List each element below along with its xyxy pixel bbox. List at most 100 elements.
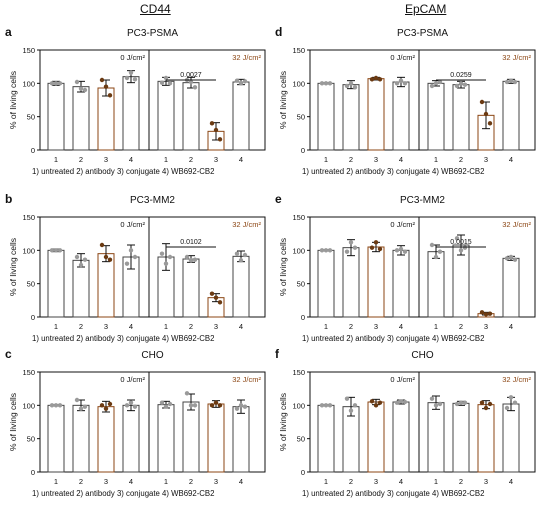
panel-b-ytick-label-3: 150: [22, 213, 35, 222]
panel-d-bracket-label: 0.0259: [450, 72, 472, 79]
panel-d-ylabel: % of living cells: [278, 71, 288, 129]
panel-f-xlabel-2: 3: [374, 477, 378, 486]
panel-a-condition-0: 0 J/cm²: [120, 53, 145, 62]
panel-b-point-2-0: [99, 242, 105, 248]
panel-b-point-0-1: [53, 248, 59, 253]
panel-c-xlabel-4: 1: [164, 477, 168, 486]
panel-a-xlabel-4: 1: [164, 155, 168, 164]
panel-f-bar-5: [452, 402, 470, 473]
panel-d-ytick-label-3: 150: [292, 46, 305, 55]
panel-b-point-3-2: [132, 254, 138, 260]
panel-a-condition-1: 32 J/cm²: [232, 53, 261, 62]
panel-c-ytick-label-0: 0: [31, 468, 35, 477]
panel-c-point-5-0: [184, 391, 190, 396]
panel-f-point-5-0: [454, 401, 460, 407]
panel-c-xlabel-6: 3: [214, 477, 218, 486]
panel-b-point-7-0: [234, 251, 240, 256]
panel-b-xlabel-4: 1: [164, 322, 168, 331]
panel-b-point-7-2: [242, 252, 248, 258]
panel-b-xlabel-0: 1: [54, 322, 58, 331]
panel-e-xlabel-0: 1: [324, 322, 328, 331]
panel-d-point-2-1: [373, 75, 379, 81]
panel-d-point-2-2: [377, 77, 383, 82]
panel-e-point-7-2: [512, 257, 518, 262]
panel-d-bar-7: [502, 80, 520, 151]
panel-a-xlabel-1: 2: [79, 155, 83, 164]
panel-a-xlabel-2: 3: [104, 155, 108, 164]
panel-c-point-0-2: [57, 403, 63, 408]
panel-d-point-1-2: [352, 85, 358, 90]
panel-c-bar-2: [97, 406, 115, 473]
panel-b-bar-7: [232, 255, 250, 318]
panel-a-bar-1: [72, 86, 90, 151]
panel-d-point-2-0: [369, 77, 375, 82]
panel-b-point-6-0: [209, 291, 215, 296]
panel-b-xlabel-7: 4: [239, 322, 243, 331]
column-header-right: EpCAM: [405, 2, 447, 16]
panel-b-xlabel-6: 3: [214, 322, 218, 331]
panel-a-bar-3: [122, 76, 140, 151]
panel-e-xlabel-6: 3: [484, 322, 488, 331]
panel-e-bar-0: [317, 249, 335, 318]
panel-f-point-3-2: [402, 399, 408, 405]
panel-f-xlabel-3: 4: [399, 477, 403, 486]
panel-a-legend: 1) untreated 2) antibody 3) conjugate 4)…: [32, 167, 214, 176]
panel-d-point-0-0: [319, 81, 325, 86]
panel-f-point-3-1: [398, 399, 404, 404]
panel-d-point-3-0: [394, 81, 400, 86]
panel-c-point-1-2: [82, 404, 88, 409]
panel-f-point-6-1: [483, 405, 489, 411]
panel-a-point-4-2: [167, 81, 173, 86]
panel-c-point-7-1: [238, 403, 244, 408]
panel-b-point-0-2: [57, 248, 63, 253]
panel-f-point-4-2: [437, 401, 443, 407]
panel-a-point-0-0: [49, 81, 55, 86]
panel-a-point-1-1: [78, 86, 84, 91]
panel-b-bar-2: [97, 253, 115, 318]
panel-b-xlabel-2: 3: [104, 322, 108, 331]
panel-c-bar-0: [47, 404, 65, 473]
panel-e-xlabel-2: 3: [374, 322, 378, 331]
panel-a-point-4-0: [159, 80, 165, 85]
panel-a-point-2-2: [107, 93, 113, 98]
panel-a-xlabel-0: 1: [54, 155, 58, 164]
panel-f-xlabel-6: 3: [484, 477, 488, 486]
panel-f-bar-6: [477, 404, 495, 473]
panel-d-point-6-1: [483, 111, 489, 117]
panel-c-xlabel-7: 4: [239, 477, 243, 486]
panel-c-xlabel-1: 2: [79, 477, 83, 486]
panel-f-ytick-label-1: 50: [297, 435, 305, 444]
panel-d-xlabel-7: 4: [509, 155, 513, 164]
panel-d-bar-4: [427, 82, 445, 151]
panel-c-point-2-1: [103, 406, 109, 411]
panel-c-point-0-0: [49, 403, 55, 408]
panel-c-xlabel-3: 4: [129, 477, 133, 486]
panel-b-point-4-1: [163, 261, 169, 266]
panel-f-point-5-1: [458, 400, 464, 405]
panel-d-letter: d: [275, 25, 282, 39]
panel-e-title: PC3-MM2: [400, 195, 445, 206]
panel-c-point-3-2: [132, 404, 138, 409]
panel-f-ylabel: % of living cells: [278, 393, 288, 451]
panel-c-point-0-1: [53, 403, 59, 408]
panel-d-xlabel-2: 3: [374, 155, 378, 164]
panel-a-point-4-1: [163, 75, 169, 81]
panel-e-ytick-label-2: 100: [292, 246, 305, 255]
panel-e-point-0-2: [327, 248, 333, 253]
panel-d-bar-0: [317, 82, 335, 151]
panel-b-point-5-2: [192, 257, 198, 262]
panel-f-xlabel-1: 2: [349, 477, 353, 486]
panel-e-point-0-0: [319, 248, 325, 253]
panel-e-point-2-1: [373, 240, 379, 245]
panel-b-point-7-1: [238, 258, 244, 263]
panel-c-xlabel-2: 3: [104, 477, 108, 486]
panel-c-ytick-label-1: 50: [27, 435, 35, 444]
panel-f-point-6-2: [487, 401, 493, 407]
panel-a-point-6-0: [209, 121, 215, 126]
column-header-left: CD44: [140, 2, 171, 16]
panel-b-point-3-0: [124, 261, 130, 266]
panel-b-ytick-label-2: 100: [22, 246, 35, 255]
panel-b-point-1-1: [78, 262, 84, 268]
panel-b-point-4-0: [159, 251, 165, 256]
panel-d-bar-5: [452, 84, 470, 151]
